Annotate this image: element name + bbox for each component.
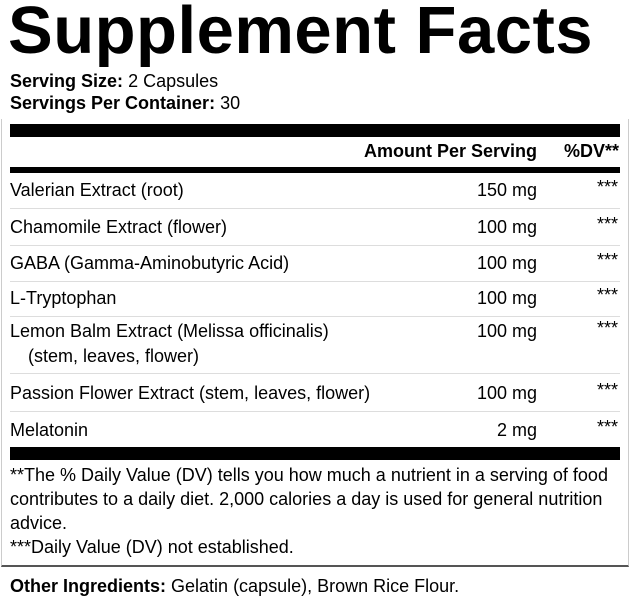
ingredient-amount: 100 mg	[476, 253, 537, 273]
row-divider	[10, 281, 620, 282]
servings-per-container-value: 30	[220, 93, 241, 113]
ingredient-amount: 2 mg	[496, 420, 537, 440]
servings-per-container-label: Servings Per Container:	[10, 93, 216, 113]
row-divider	[10, 373, 620, 374]
ingredient-amount: 100 mg	[476, 217, 537, 237]
dv-footnote: **The % Daily Value (DV) tells you how m…	[10, 465, 608, 533]
ingredient-amount: 100 mg	[476, 383, 537, 403]
amount-header: Amount Per Serving	[363, 141, 537, 161]
ingredient-name-continued: (stem, leaves, flower)	[28, 346, 200, 366]
row-divider	[10, 208, 620, 209]
other-ingredients-value: Gelatin (capsule), Brown Rice Flour.	[171, 576, 460, 596]
thick-divider	[10, 447, 620, 460]
ingredient-name: GABA (Gamma-Aminobutyric Acid)	[10, 253, 290, 273]
ingredient-name: Chamomile Extract (flower)	[10, 217, 228, 237]
servings-per-container: Servings Per Container: 30	[10, 93, 240, 114]
ingredient-name: L-Tryptophan	[10, 288, 117, 308]
ingredient-name: Melatonin	[10, 420, 89, 440]
serving-size-value: 2 Capsules	[128, 71, 219, 91]
ingredient-name: Valerian Extract (root)	[10, 180, 184, 200]
other-ingredients: Other Ingredients: Gelatin (capsule), Br…	[10, 576, 459, 597]
ingredient-dv: ***	[596, 285, 618, 305]
ingredient-dv: ***	[596, 214, 618, 234]
serving-size-label: Serving Size:	[10, 71, 124, 91]
ingredient-dv: ***	[596, 177, 618, 197]
ingredient-dv: ***	[596, 380, 618, 400]
row-divider	[10, 316, 620, 317]
ingredient-dv: ***	[596, 250, 618, 270]
footnotes: **The % Daily Value (DV) tells you how m…	[10, 463, 622, 559]
ingredient-name: Lemon Balm Extract (Melissa officinalis)	[10, 321, 329, 341]
ingredient-dv: ***	[596, 417, 618, 437]
dv-not-established-footnote: ***Daily Value (DV) not established.	[10, 537, 294, 557]
label-title: Supplement Facts	[8, 0, 594, 68]
row-divider	[10, 245, 620, 246]
serving-size: Serving Size: 2 Capsules	[10, 71, 218, 92]
dv-header: %DV**	[563, 141, 619, 161]
facts-frame	[1, 119, 629, 567]
other-ingredients-label: Other Ingredients:	[10, 576, 167, 596]
ingredient-dv: ***	[596, 318, 618, 338]
ingredient-name: Passion Flower Extract (stem, leaves, fl…	[10, 383, 371, 403]
ingredient-amount: 100 mg	[476, 288, 537, 308]
header-divider	[10, 167, 620, 173]
row-divider	[10, 411, 620, 412]
ingredient-amount: 150 mg	[476, 180, 537, 200]
ingredient-amount: 100 mg	[476, 321, 537, 341]
thick-divider	[10, 124, 620, 137]
